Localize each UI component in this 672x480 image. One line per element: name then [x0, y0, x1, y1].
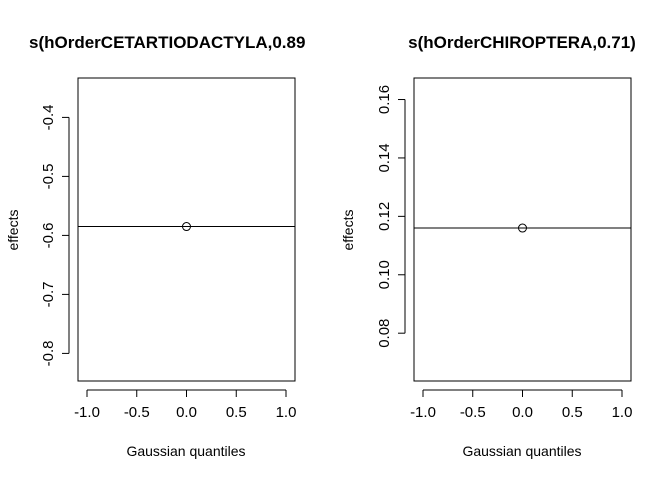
- panel-title: s(hOrderCETARTIODACTYLA,0.89: [29, 33, 305, 52]
- x-axis-label: Gaussian quantiles: [462, 443, 581, 459]
- x-tick-label: 0.5: [226, 404, 247, 421]
- plot-frame: [77, 77, 296, 382]
- data-point: [182, 222, 191, 232]
- y-tick-label: -0.6: [40, 222, 57, 248]
- y-tick-label: -0.7: [40, 281, 57, 307]
- x-tick-label: 0.5: [562, 404, 583, 421]
- y-axis-label: effects: [340, 210, 356, 251]
- y-tick-label: 0.14: [376, 143, 393, 172]
- x-tick-label: 0.0: [176, 404, 197, 421]
- y-tick-label: -0.4: [40, 104, 57, 130]
- x-tick-label: -0.5: [460, 404, 486, 421]
- x-tick-label: 1.0: [612, 404, 633, 421]
- panel-title: s(hOrderCHIROPTERA,0.71): [408, 33, 636, 52]
- y-tick-label: -0.5: [40, 163, 57, 189]
- panel-chiroptera: s(hOrderCHIROPTERA,0.71) Gaussian quanti…: [340, 33, 636, 459]
- y-tick-label: 0.10: [376, 260, 393, 289]
- y-tick-label: 0.16: [376, 85, 393, 114]
- data-point: [518, 223, 527, 233]
- plot-frame: [413, 77, 632, 382]
- x-tick-label: -1.0: [410, 404, 436, 421]
- panel-cetartiodactyla: s(hOrderCETARTIODACTYLA,0.89 Gaussian qu…: [5, 33, 305, 459]
- x-axis-label: Gaussian quantiles: [126, 443, 245, 459]
- y-tick-label: 0.12: [376, 202, 393, 231]
- x-tick-label: 0.0: [512, 404, 533, 421]
- y-axis-label: effects: [5, 210, 21, 251]
- y-tick-label: -0.8: [40, 340, 57, 366]
- x-tick-label: -1.0: [74, 404, 100, 421]
- x-tick-label: -0.5: [124, 404, 150, 421]
- x-tick-label: 1.0: [276, 404, 297, 421]
- y-tick-label: 0.08: [376, 319, 393, 348]
